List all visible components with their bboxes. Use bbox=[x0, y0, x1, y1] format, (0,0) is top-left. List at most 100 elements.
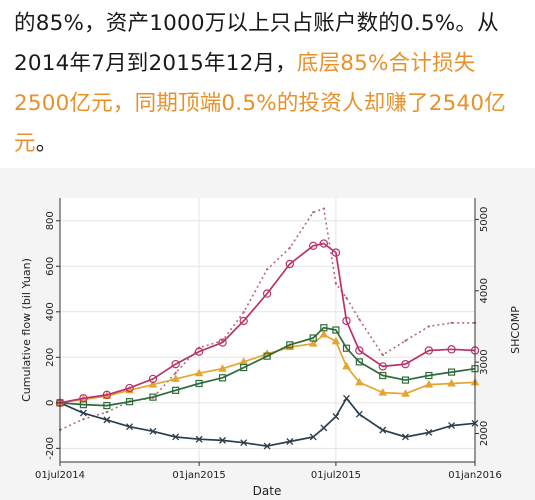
series-point-mid_upper bbox=[401, 376, 410, 384]
chart-panel: 01jul2014 01jan2015 01jul2015 01jan2016 -200… bbox=[0, 168, 535, 500]
plot-area bbox=[60, 198, 475, 462]
x-tick-label: 01jan2015 bbox=[172, 470, 225, 481]
series-point-mid_upper bbox=[332, 326, 340, 334]
series-point-mid_lower bbox=[424, 380, 434, 388]
series-point-index bbox=[242, 310, 245, 314]
series-point-top bbox=[79, 394, 88, 403]
series-point-bottom bbox=[195, 435, 203, 443]
series-point-bottom bbox=[103, 416, 111, 424]
x-axis-title: Date bbox=[253, 484, 282, 498]
series-point-index bbox=[105, 410, 109, 414]
series-point-bottom bbox=[263, 442, 271, 450]
y-tick-label: -200 bbox=[45, 437, 56, 460]
x-tick-label: 01jul2014 bbox=[35, 470, 85, 481]
axis-layer: 01jul2014 01jan2015 01jul2015 01jan2016 -200… bbox=[35, 198, 502, 481]
series-point-mid_lower bbox=[319, 329, 329, 338]
series-point-top bbox=[331, 248, 341, 257]
series-point-mid_upper bbox=[320, 324, 328, 332]
y2-tick-label: 5000 bbox=[479, 207, 490, 232]
series-point-bottom bbox=[172, 433, 180, 441]
series-point-index bbox=[345, 296, 348, 300]
series-point-mid_lower bbox=[378, 387, 388, 396]
article-line-2-highlight: 底层85%合计损失 bbox=[296, 51, 476, 76]
series-point-mid_upper bbox=[263, 352, 271, 360]
series-point-mid_lower bbox=[447, 378, 456, 387]
series-point-mid_lower bbox=[342, 361, 351, 370]
series-point-top bbox=[218, 338, 227, 347]
series-point-top bbox=[309, 241, 318, 250]
series-point-top bbox=[319, 239, 329, 248]
series-point-top bbox=[378, 362, 387, 371]
series-point-mid_upper bbox=[342, 344, 351, 352]
series-point-mid_upper bbox=[125, 398, 134, 406]
series-point-mid_upper bbox=[447, 368, 456, 376]
series-point-mid_lower bbox=[171, 374, 180, 382]
article-line-4: 元。 bbox=[14, 124, 525, 164]
series-point-index bbox=[288, 246, 291, 250]
series-point-mid_upper bbox=[218, 374, 227, 382]
series-point-bottom bbox=[240, 439, 248, 447]
series-point-top bbox=[194, 347, 204, 356]
series-point-index bbox=[322, 207, 326, 210]
series-point-top bbox=[125, 383, 134, 393]
y-tick-label: 600 bbox=[45, 257, 56, 276]
series-point-bottom bbox=[425, 428, 433, 436]
series-point-index bbox=[334, 282, 338, 285]
x-tick-label: 01jan2016 bbox=[448, 470, 501, 481]
series-point-top bbox=[171, 359, 180, 369]
series-point-bottom bbox=[149, 427, 157, 435]
y-axis-title: Cumulative flow (bil Yuan) bbox=[20, 258, 33, 402]
article-line-3-highlight: 2500亿元，同期顶端0.5%的投资人却赚了2540亿 bbox=[14, 91, 506, 116]
article-line-2: 2014年7月到2015年12月，底层85%合计损失 bbox=[14, 44, 525, 84]
series-point-top bbox=[355, 346, 364, 355]
y-tick-label: 200 bbox=[45, 348, 56, 367]
series-point-mid_lower bbox=[194, 368, 204, 377]
series-point-mid_upper bbox=[240, 363, 248, 372]
series-point-mid_upper bbox=[172, 386, 180, 394]
article-line-2-prefix: 2014年7月到2015年12月， bbox=[14, 51, 297, 76]
series-point-index bbox=[381, 353, 384, 357]
series-point-bottom bbox=[355, 410, 363, 418]
series-point-index bbox=[450, 321, 453, 325]
article-line-3: 2500亿元，同期顶端0.5%的投资人却赚了2540亿 bbox=[14, 84, 525, 124]
series-point-bottom bbox=[309, 433, 317, 441]
series-point-mid_lower bbox=[355, 377, 364, 386]
series-point-mid_upper bbox=[286, 341, 294, 349]
series-point-top bbox=[342, 316, 351, 326]
series-point-index bbox=[174, 371, 177, 375]
x-tick-label: 01jul2015 bbox=[311, 470, 361, 481]
series-line-mid_upper bbox=[59, 326, 476, 407]
series-point-top bbox=[148, 374, 158, 384]
article-line-4-suffix: 。 bbox=[35, 131, 58, 156]
series-point-mid_upper bbox=[355, 358, 363, 366]
series-line-index bbox=[59, 207, 475, 431]
article-line-4-highlight: 元 bbox=[14, 131, 36, 156]
article-text: 的85%，资产1000万以上只占账户数的0.5%。从 2014年7月到2015年… bbox=[0, 0, 535, 168]
series-point-top bbox=[262, 289, 272, 298]
series-point-bottom bbox=[219, 436, 226, 444]
series-point-mid_lower bbox=[148, 380, 158, 388]
y-tick-label: 400 bbox=[45, 302, 56, 321]
series-point-top bbox=[285, 259, 294, 269]
series-point-bottom bbox=[401, 433, 409, 441]
article-line-1: 的85%，资产1000万以上只占账户数的0.5%。从 bbox=[14, 11, 499, 36]
series-point-bottom bbox=[79, 409, 87, 417]
series-point-mid_lower bbox=[401, 389, 410, 397]
series-point-top bbox=[239, 316, 248, 326]
y2-tick-label: 3000 bbox=[479, 349, 490, 374]
series-point-mid_upper bbox=[103, 401, 111, 410]
y-tick-label: 0 bbox=[45, 400, 56, 406]
series-point-mid_lower bbox=[331, 336, 341, 345]
grid-layer bbox=[60, 198, 475, 462]
series-point-index bbox=[82, 417, 85, 421]
series-point-bottom bbox=[343, 394, 350, 402]
y2-tick-label: 2000 bbox=[479, 421, 490, 446]
series-point-mid_upper bbox=[379, 371, 387, 380]
series-point-bottom bbox=[379, 426, 387, 434]
series-point-index bbox=[358, 318, 361, 321]
y-tick-label: 800 bbox=[45, 211, 56, 230]
series-point-mid_upper bbox=[195, 379, 203, 388]
series-point-top bbox=[401, 359, 410, 369]
series-point-index bbox=[265, 268, 269, 271]
series-point-mid_upper bbox=[149, 393, 157, 401]
